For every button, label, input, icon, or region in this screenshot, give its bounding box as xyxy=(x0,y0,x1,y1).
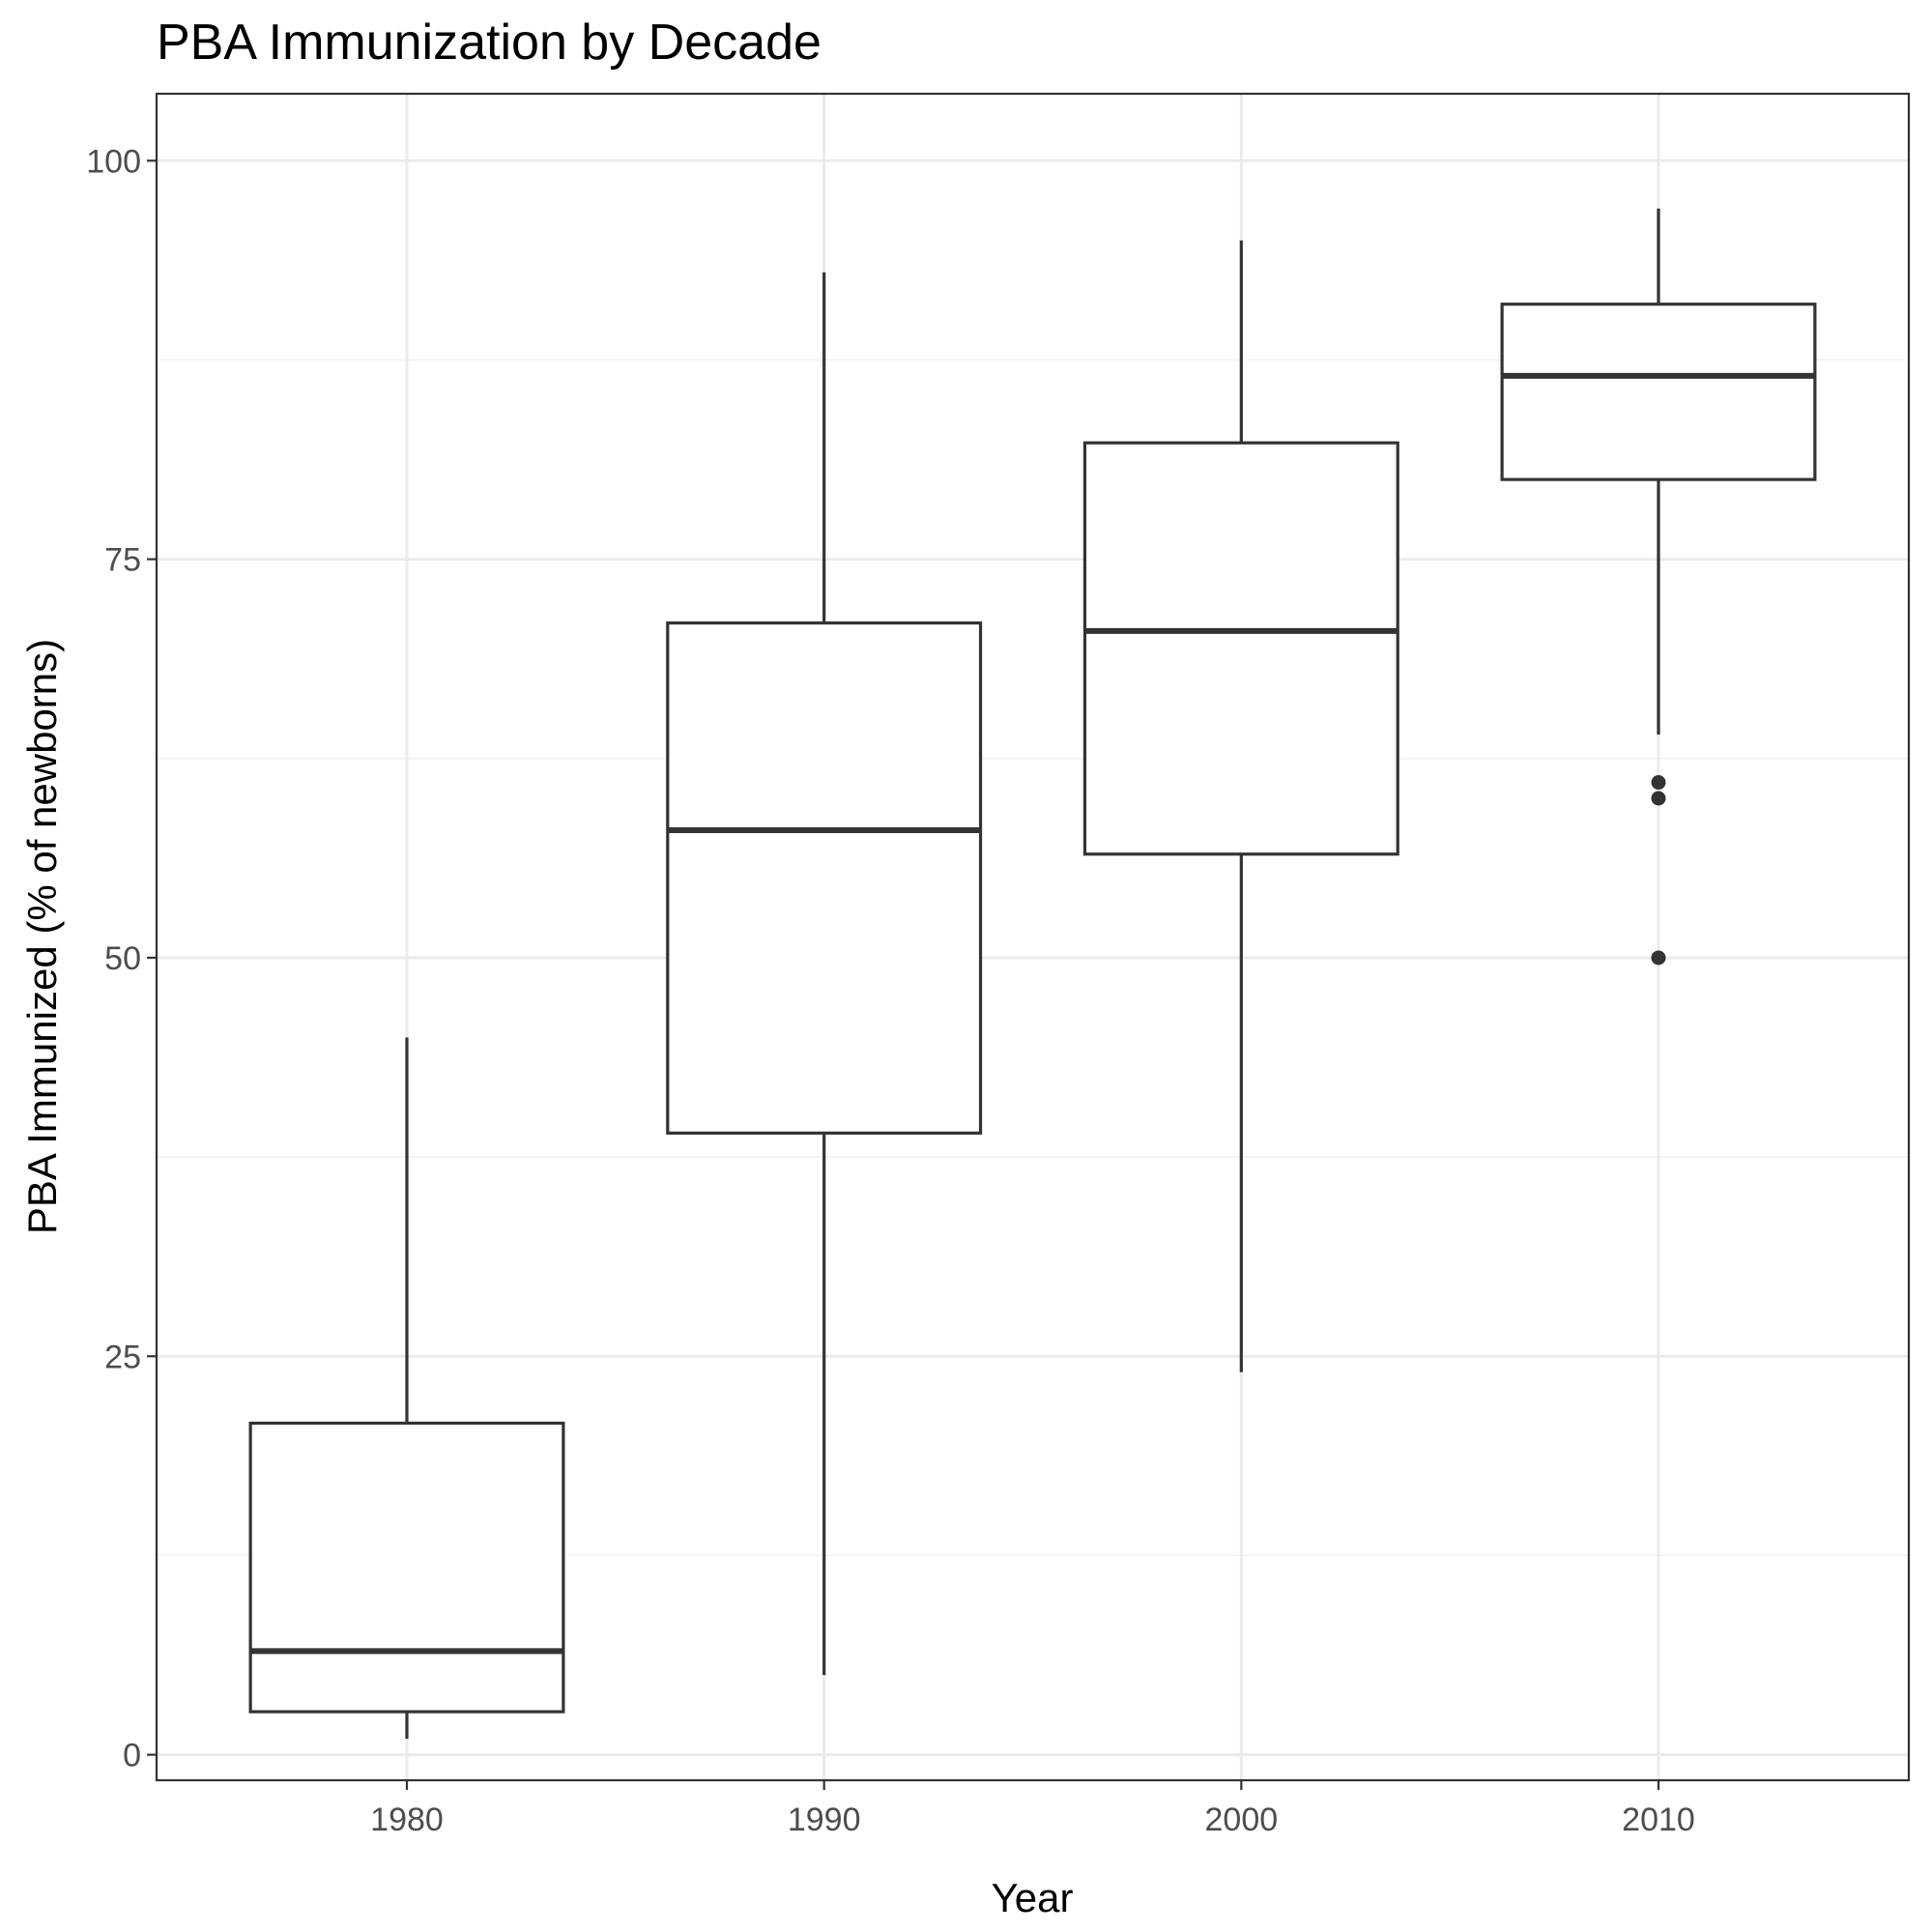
y-tick-label: 0 xyxy=(123,1738,141,1774)
outlier-point xyxy=(1651,950,1666,966)
box-2010 xyxy=(1500,208,1817,966)
box-body xyxy=(1500,303,1817,481)
outlier-point xyxy=(1651,775,1666,791)
chart-title: PBA Immunization by Decade xyxy=(157,14,822,71)
panel-border xyxy=(155,92,1911,1782)
y-tick-label: 25 xyxy=(104,1339,141,1375)
x-tick-label: 1990 xyxy=(788,1802,861,1838)
box-1980 xyxy=(248,1037,565,1740)
x-tick-label: 2010 xyxy=(1622,1802,1695,1838)
x-tick-label: 1980 xyxy=(370,1802,444,1838)
x-tick-label: 2000 xyxy=(1205,1802,1279,1838)
box-layer xyxy=(248,208,1817,1740)
y-axis-title: PBA Immunized (% of newborns) xyxy=(19,639,65,1234)
box-body xyxy=(666,620,983,1135)
outlier-point xyxy=(1651,791,1666,806)
box-2000 xyxy=(1082,240,1399,1372)
axis-layer: 0 25 50 75 100 1980 1990 2000 2010 xyxy=(86,143,1695,1838)
box-body xyxy=(1082,441,1399,856)
y-tick-label: 50 xyxy=(104,940,141,977)
y-tick-label: 75 xyxy=(104,542,141,579)
x-axis-title: Year xyxy=(992,1875,1074,1920)
box-body xyxy=(248,1421,565,1714)
box-1990 xyxy=(666,272,983,1676)
y-tick-label: 100 xyxy=(86,143,141,180)
